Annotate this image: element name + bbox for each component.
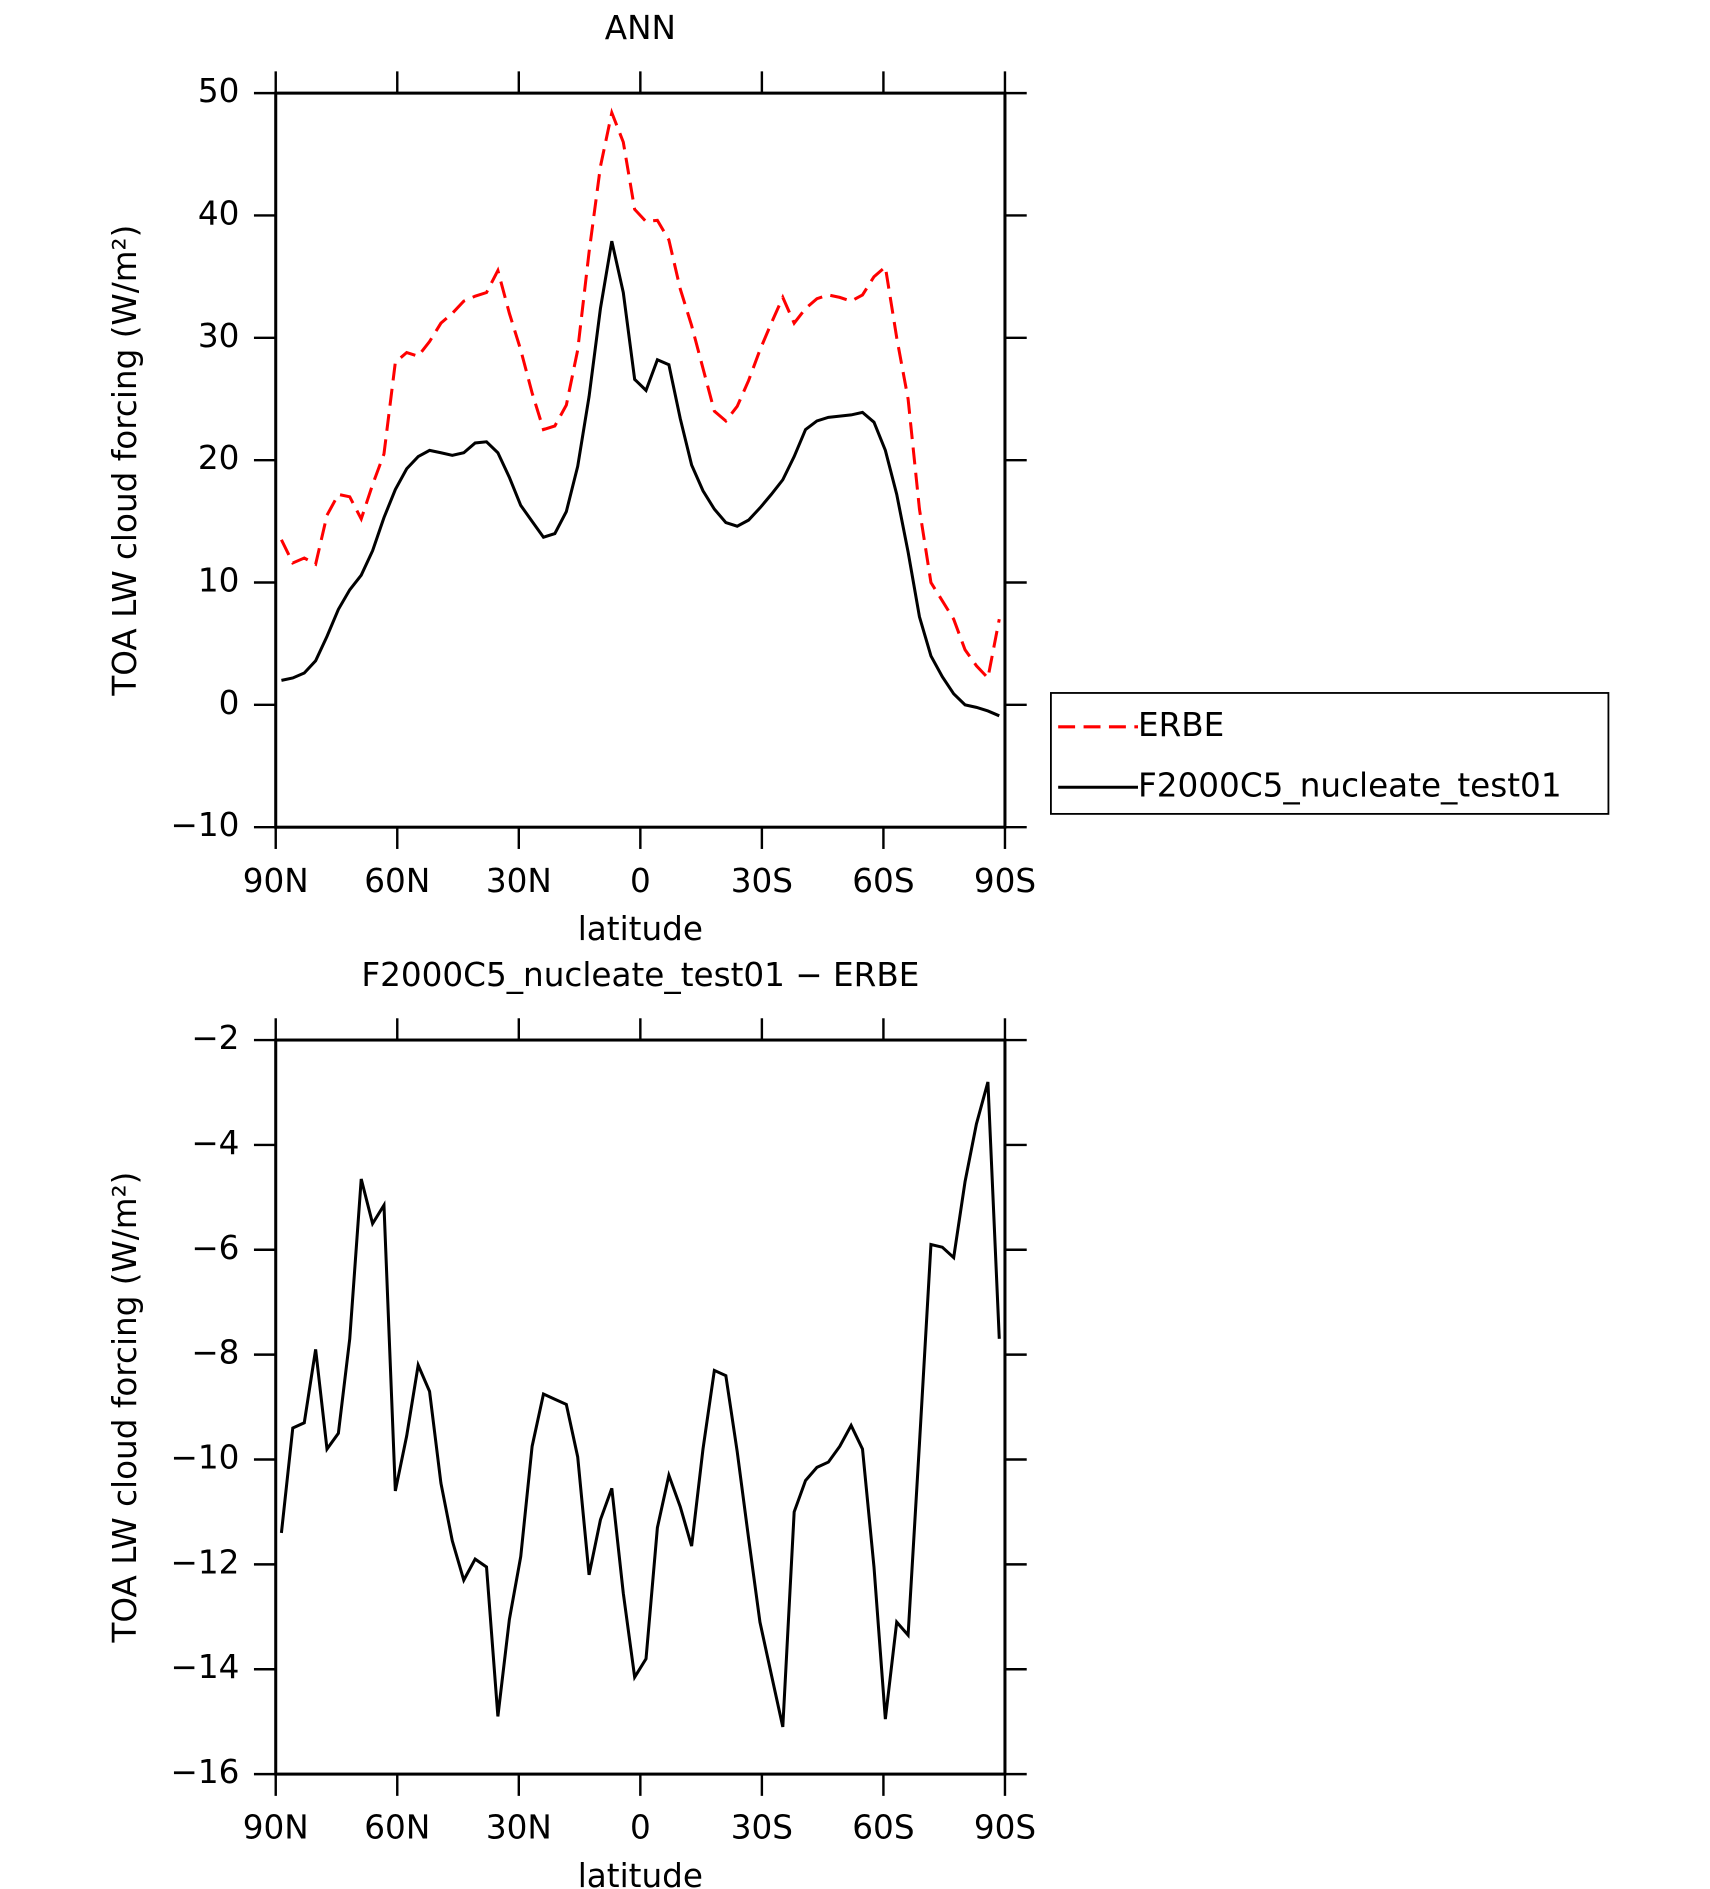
- y-tick-label: −16: [171, 1753, 240, 1791]
- x-tick-label: 30S: [731, 1809, 793, 1847]
- x-tick-label: 60S: [852, 1809, 914, 1847]
- x-tick-label: 90S: [974, 1809, 1036, 1847]
- y-tick-label: 0: [219, 684, 240, 722]
- x-tick-label: 0: [630, 1809, 651, 1847]
- y-tick-label: −14: [171, 1648, 240, 1686]
- y-axis-label: TOA LW cloud forcing (W/m²): [106, 225, 144, 697]
- data-line: [281, 240, 1000, 718]
- y-tick-label: 30: [198, 317, 240, 355]
- y-tick-label: −2: [191, 1019, 239, 1057]
- y-tick-label: 50: [198, 72, 240, 110]
- x-tick-label: 90N: [243, 1809, 309, 1847]
- x-tick-label: 60N: [364, 862, 430, 900]
- y-tick-label: −8: [191, 1334, 239, 1372]
- x-axis-label: latitude: [578, 1857, 703, 1889]
- y-axis-label: TOA LW cloud forcing (W/m²): [106, 1172, 144, 1644]
- x-tick-label: 0: [630, 862, 651, 900]
- y-tick-label: −12: [171, 1543, 240, 1581]
- data-line: [280, 107, 1001, 682]
- data-line: [279, 1081, 1001, 1728]
- y-tick-label: −10: [171, 1439, 240, 1477]
- x-axis-label: latitude: [578, 910, 703, 948]
- legend-label: ERBE: [1138, 706, 1224, 744]
- legend-label: F2000C5_nucleate_test01: [1138, 766, 1562, 804]
- legend-box: [1050, 692, 1610, 815]
- x-tick-label: 30N: [486, 1809, 552, 1847]
- x-tick-label: 60S: [852, 862, 914, 900]
- x-tick-label: 90S: [974, 862, 1036, 900]
- x-tick-label: 30S: [731, 862, 793, 900]
- y-tick-label: 40: [198, 194, 240, 232]
- chart-title: ANN: [605, 9, 676, 47]
- x-tick-label: 90N: [243, 862, 309, 900]
- y-tick-label: −6: [191, 1229, 239, 1267]
- y-tick-label: 10: [198, 562, 240, 600]
- y-tick-label: −10: [171, 806, 240, 844]
- y-tick-label: −4: [191, 1124, 239, 1162]
- chart-title: F2000C5_nucleate_test01 − ERBE: [361, 956, 919, 994]
- plot-frame: [274, 91, 1007, 829]
- x-tick-label: 30N: [486, 862, 552, 900]
- x-tick-label: 60N: [364, 1809, 430, 1847]
- y-tick-label: 20: [198, 439, 240, 477]
- plot-frame: [274, 1038, 1007, 1776]
